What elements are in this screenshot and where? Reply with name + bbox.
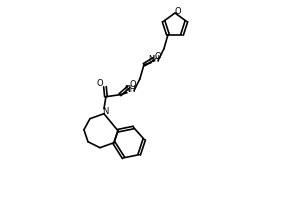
Text: N: N bbox=[102, 107, 108, 116]
Text: NH: NH bbox=[124, 85, 136, 94]
Text: O: O bbox=[97, 79, 103, 88]
Text: O: O bbox=[154, 52, 161, 61]
Text: O: O bbox=[130, 80, 136, 89]
Text: NH: NH bbox=[148, 55, 160, 64]
Text: O: O bbox=[175, 6, 181, 16]
